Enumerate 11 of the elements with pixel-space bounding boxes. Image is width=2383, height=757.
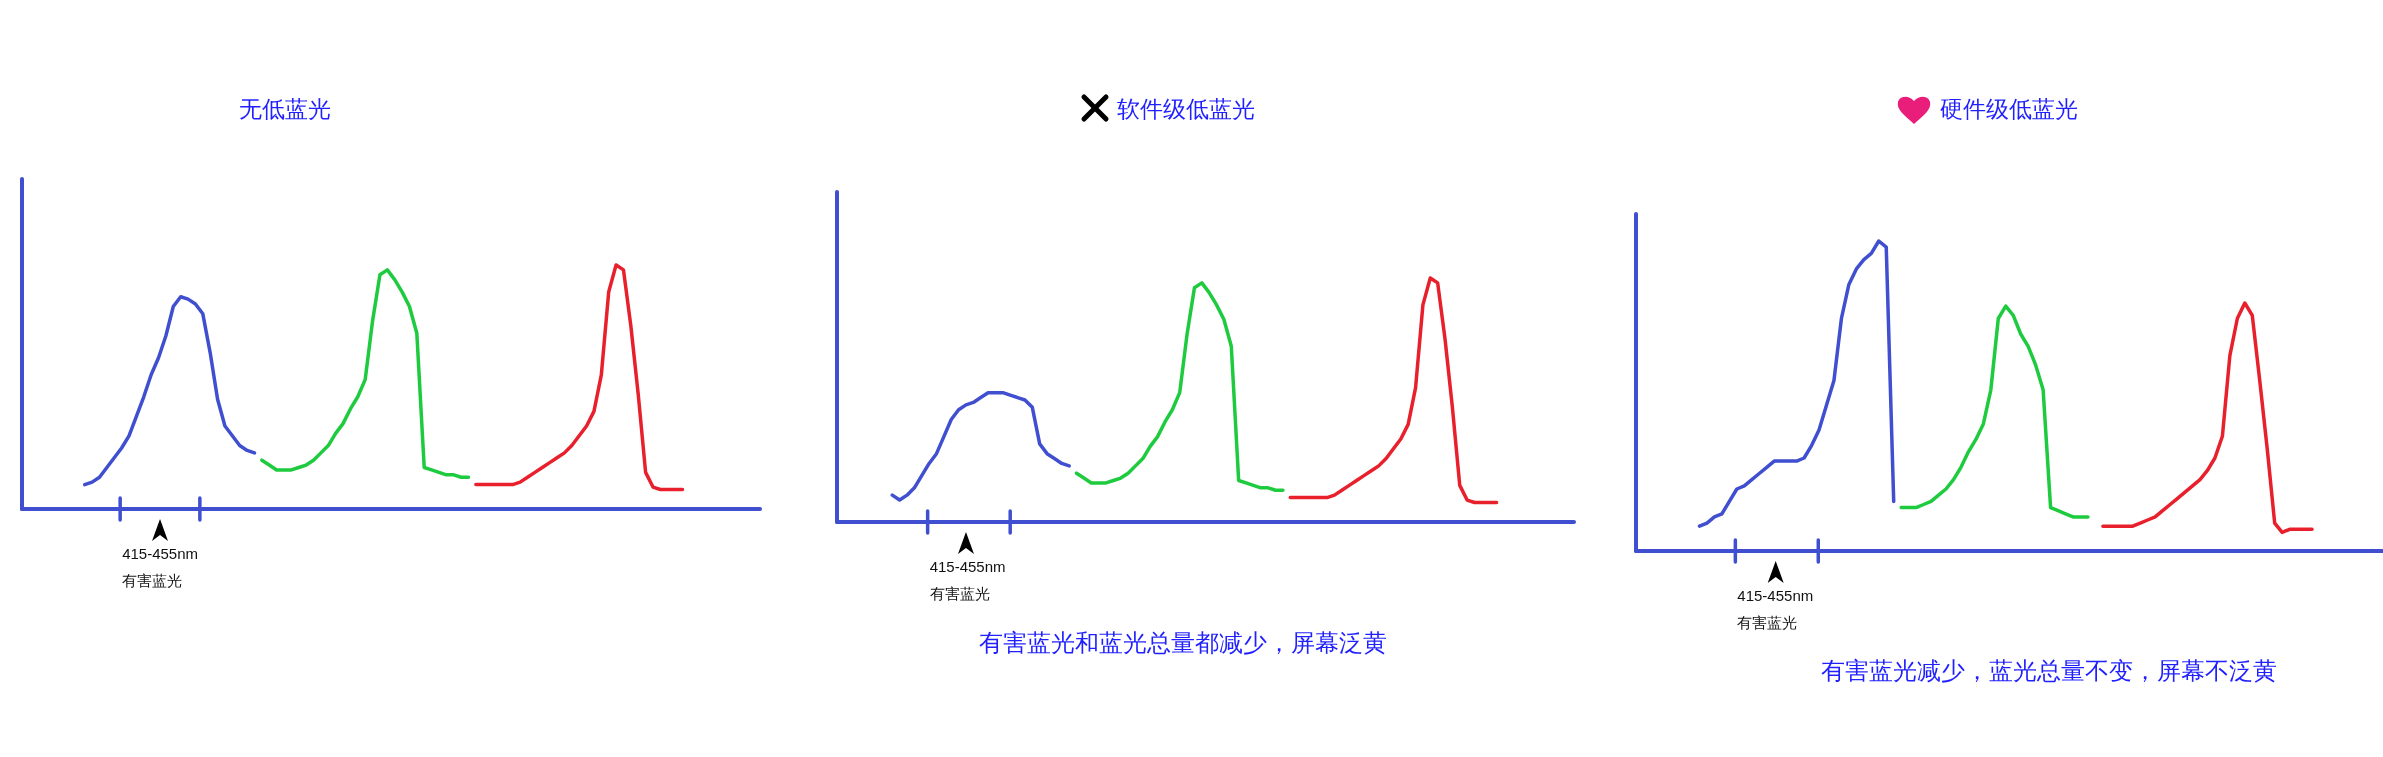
- text: 415-455nm: [1737, 587, 1814, 604]
- chart-title: 硬件级低蓝光: [1940, 96, 2078, 122]
- text: 有害蓝光减少，蓝光总量不变，屏幕不泛黄: [1821, 657, 2277, 684]
- text: 有害蓝光: [929, 585, 990, 602]
- text: 有害蓝光: [1737, 614, 1798, 631]
- chart-title: 无低蓝光: [239, 96, 331, 122]
- text: 415-455nm: [122, 545, 199, 562]
- chart-title: 软件级低蓝光: [1117, 96, 1255, 122]
- text: 有害蓝光和蓝光总量都减少，屏幕泛黄: [979, 629, 1387, 656]
- text: 有害蓝光: [122, 572, 183, 589]
- text: 415-455nm: [929, 558, 1006, 575]
